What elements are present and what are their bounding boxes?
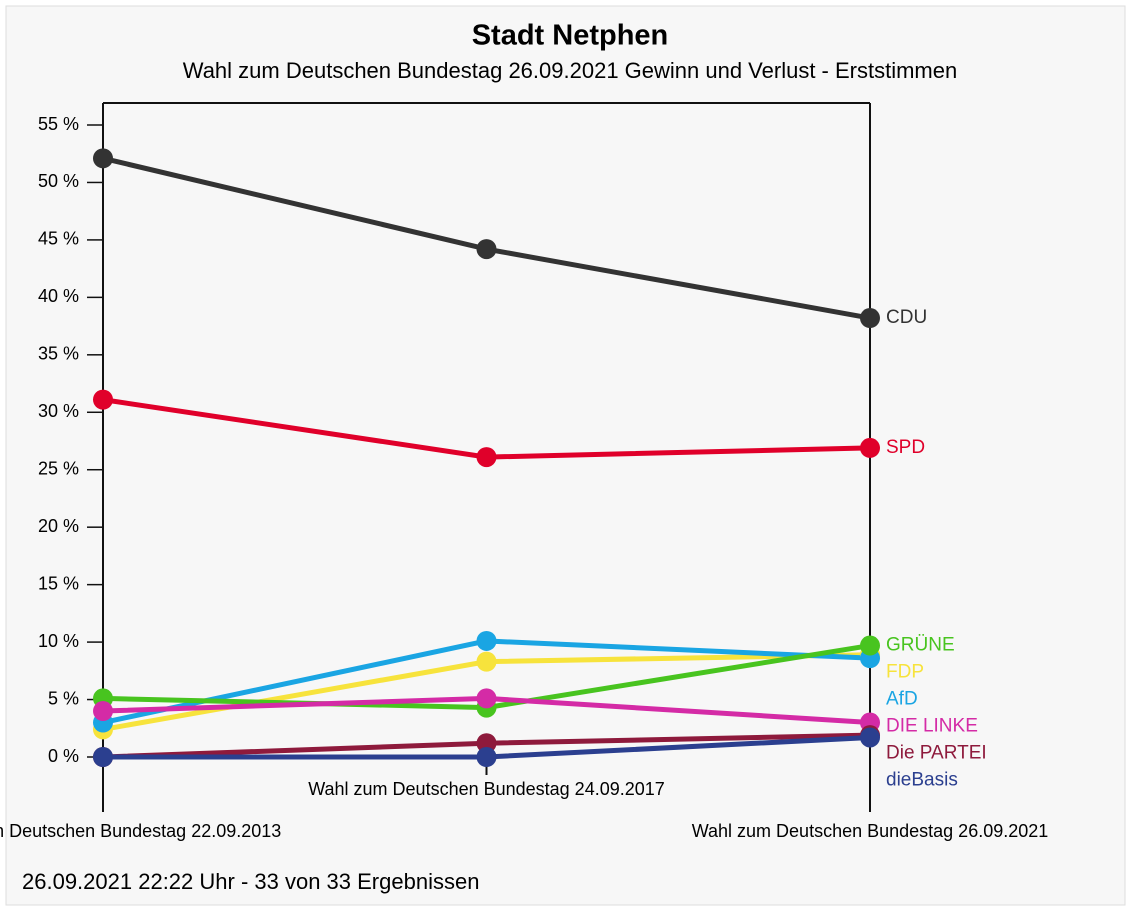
y-tick-label: 50 % (38, 171, 79, 191)
y-tick-label: 15 % (38, 573, 79, 593)
chart-title: Stadt Netphen (472, 20, 669, 52)
point (476, 688, 497, 709)
y-tick-label: 5 % (48, 688, 79, 708)
series-label: DIE LINKE (886, 716, 978, 737)
footer: 26.09.2021 22:22 Uhr - 33 von 33 Ergebni… (22, 869, 479, 894)
y-tick-label: 40 % (38, 286, 79, 306)
point (93, 148, 113, 169)
y-tick-label: 25 % (38, 458, 79, 478)
point (93, 701, 113, 722)
point (476, 630, 497, 651)
y-tick-label: 45 % (38, 229, 79, 249)
y-tick-label: 35 % (38, 344, 79, 364)
point (93, 389, 113, 410)
series-label: GRÜNE (886, 635, 955, 656)
x-tick-label: Wahl zum Deutschen Bundestag 26.09.2021 (692, 821, 1049, 841)
point (860, 635, 880, 656)
series-label: Die PARTEI (886, 743, 987, 764)
chart-subtitle: Wahl zum Deutschen Bundestag 26.09.2021 … (183, 58, 957, 83)
series-label: CDU (886, 307, 927, 328)
y-tick-label: 20 % (38, 516, 79, 536)
point (476, 651, 497, 672)
series-label: AfD (886, 689, 918, 710)
x-tick-label: Wahl zum Deutschen Bundestag 22.09.2013 (0, 821, 281, 841)
series-label: dieBasis (886, 770, 958, 791)
point (860, 727, 880, 748)
y-tick-label: 0 % (48, 746, 79, 766)
y-tick-label: 30 % (38, 401, 79, 421)
x-tick-label: Wahl zum Deutschen Bundestag 24.09.2017 (308, 779, 665, 799)
point (860, 437, 880, 458)
y-tick-label: 10 % (38, 631, 79, 651)
point (476, 447, 497, 468)
point (476, 733, 497, 754)
series-label: FDP (886, 662, 924, 683)
point (93, 747, 113, 767)
series-label: SPD (886, 437, 925, 458)
point (476, 747, 497, 767)
y-tick-label: 55 % (38, 114, 79, 134)
point (860, 308, 880, 329)
point (476, 239, 497, 260)
